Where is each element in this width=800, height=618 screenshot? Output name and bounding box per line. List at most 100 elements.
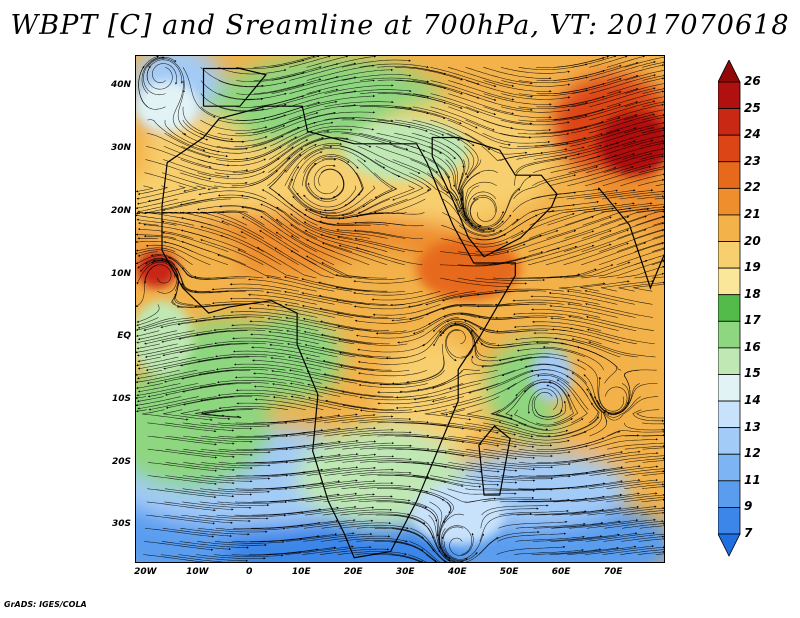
streamline (566, 290, 635, 305)
streamline (532, 166, 599, 187)
streamline (412, 422, 482, 432)
streamline (136, 383, 199, 397)
streamline (146, 501, 216, 512)
colorbar-level-label: 13 (744, 419, 761, 434)
streamline (179, 172, 248, 185)
streamline (395, 448, 465, 457)
streamline (181, 514, 251, 523)
streamline (524, 363, 588, 384)
streamline (236, 95, 305, 108)
streamline (458, 218, 519, 237)
streamline (337, 236, 405, 252)
streamline (607, 64, 664, 81)
streamline (515, 379, 571, 397)
streamline (136, 214, 195, 226)
streamline (323, 495, 393, 503)
streamline (571, 450, 641, 463)
streamline (409, 172, 460, 213)
lat-tick-label: 30S (111, 519, 131, 530)
streamline (638, 178, 664, 187)
streamline (270, 480, 341, 489)
streamline (429, 422, 499, 434)
streamline (549, 167, 617, 187)
streamline (324, 386, 394, 397)
streamline (498, 520, 568, 529)
streamline (482, 488, 553, 491)
streamline (195, 329, 266, 336)
streamline (319, 220, 389, 226)
streamline (356, 330, 425, 339)
streamline (137, 330, 177, 341)
streamline (606, 117, 664, 134)
streamline (250, 535, 320, 542)
streamline (270, 414, 341, 424)
streamline (323, 373, 393, 384)
streamline (362, 172, 398, 208)
streamline (200, 488, 270, 493)
streamline (568, 532, 638, 542)
streamline (161, 211, 231, 215)
streamline (137, 317, 177, 329)
streamline (374, 527, 435, 552)
streamline (642, 114, 664, 121)
streamline (635, 215, 664, 226)
colorbar-segment (718, 81, 741, 109)
streamline (212, 314, 283, 318)
streamline (441, 525, 473, 555)
streamline (481, 356, 550, 368)
streamline (136, 233, 176, 239)
streamline (203, 409, 253, 417)
streamline (359, 420, 429, 424)
streamline (515, 535, 585, 542)
streamline (642, 74, 664, 81)
streamline (377, 396, 447, 405)
streamline (637, 550, 664, 555)
colorbar-segment (718, 507, 741, 535)
streamline (271, 453, 341, 463)
streamline (198, 528, 268, 533)
streamline (337, 325, 407, 333)
streamline (336, 228, 406, 239)
streamline (571, 479, 641, 489)
streamline (253, 442, 324, 450)
streamline (218, 103, 287, 112)
streamline (412, 448, 482, 459)
streamline (512, 191, 577, 213)
streamline (442, 526, 468, 561)
streamline (288, 356, 357, 371)
streamline (393, 501, 439, 537)
streamline (302, 546, 372, 555)
streamline (172, 80, 187, 136)
streamline (341, 119, 411, 128)
streamline (200, 225, 264, 252)
streamline (468, 369, 533, 394)
streamline (475, 234, 542, 253)
streamline (439, 322, 496, 345)
streamline (138, 222, 159, 226)
streamlines (136, 56, 664, 562)
streamline (409, 541, 441, 562)
streamline (449, 324, 497, 358)
streamline (253, 66, 322, 81)
streamline (200, 239, 264, 266)
streamline (449, 532, 474, 556)
streamline (621, 161, 664, 173)
streamline (359, 460, 430, 464)
streamline (162, 231, 229, 252)
streamline (604, 142, 664, 160)
streamline (217, 125, 286, 137)
streamline (642, 460, 664, 463)
wbpt-field (136, 56, 664, 562)
streamline (358, 146, 421, 174)
streamline (594, 395, 641, 418)
streamline (136, 356, 179, 367)
streamline (357, 526, 424, 539)
streamline (479, 328, 548, 334)
streamline (196, 554, 266, 560)
streamline (234, 126, 300, 147)
streamline (323, 172, 364, 212)
streamline (199, 132, 268, 142)
colorbar-segment (718, 267, 741, 296)
streamline (634, 272, 664, 279)
streamline (553, 116, 621, 134)
